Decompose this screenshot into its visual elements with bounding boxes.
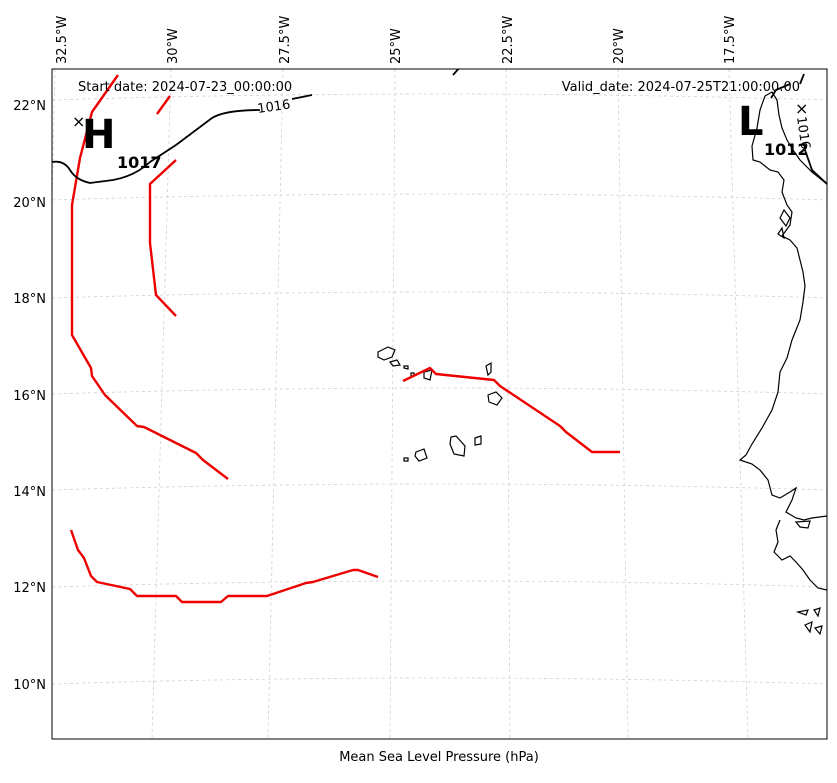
lon-tick-label: 20°W [612, 28, 627, 64]
lat-tick-label: 22°N [13, 99, 46, 114]
start-date-label: Start date: 2024-07-23_00:00:00 [78, 80, 292, 95]
low-pressure-value: 1012 [764, 140, 809, 159]
lon-tick-label: 25°W [389, 28, 404, 64]
longitude-gridlines [52, 69, 749, 739]
high-pressure-symbol: H [82, 112, 115, 158]
isobars-red [69, 74, 620, 604]
map-frame [51, 68, 828, 740]
gambia-inlet [794, 520, 811, 529]
isobar-inner-northwest [148, 159, 177, 317]
map-xlabel: Mean Sea Level Pressure (hPa) [339, 750, 539, 765]
valid-date-label: Valid_date: 2024-07-25T21:00:00.00 [562, 80, 800, 95]
africa-coastline [738, 91, 827, 521]
lat-tick-label: 10°N [13, 678, 46, 693]
bijagos-islands [795, 607, 823, 636]
lat-tick-label: 20°N [13, 196, 46, 211]
latitude-gridlines [52, 93, 827, 685]
isobar-southern [69, 529, 379, 604]
isobar-1016 [52, 109, 261, 184]
latitude-tick-labels: 22°N 20°N 18°N 16°N 14°N 12°N 10°N [13, 99, 46, 693]
isobar-cape-verde [402, 366, 620, 454]
canary-islands [777, 208, 791, 240]
lon-tick-label: 30°W [166, 28, 181, 64]
isobar-1016-right [770, 83, 791, 99]
lat-tick-label: 18°N [13, 292, 46, 307]
low-pressure-symbol: L [738, 99, 764, 145]
high-center-marker: × [72, 112, 85, 131]
lon-tick-label: 22.5°W [501, 16, 516, 64]
lon-tick-label: 27.5°W [278, 16, 293, 64]
guinea-coastline [773, 519, 827, 591]
isobar-1016-right-label: 1016 [793, 115, 812, 150]
low-center-marker: × [795, 99, 808, 118]
lon-tick-label: 32.5°W [55, 16, 70, 64]
isobar-top-segment [156, 95, 171, 115]
longitude-tick-labels: 32.5°W 30°W 27.5°W 25°W 22.5°W 20°W 17.5… [55, 16, 738, 64]
lon-tick-label: 17.5°W [723, 16, 738, 64]
map-panel [52, 69, 827, 739]
lat-tick-label: 14°N [13, 485, 46, 500]
isobar-1016-group [52, 69, 827, 185]
isobar-1016-label: 1016 [256, 98, 291, 117]
cape-verde-islands [377, 346, 503, 462]
lat-tick-label: 16°N [13, 389, 46, 404]
lat-tick-label: 12°N [13, 581, 46, 596]
high-pressure-value: 1017 [117, 153, 162, 172]
isobar-west-coast-line [70, 74, 229, 480]
